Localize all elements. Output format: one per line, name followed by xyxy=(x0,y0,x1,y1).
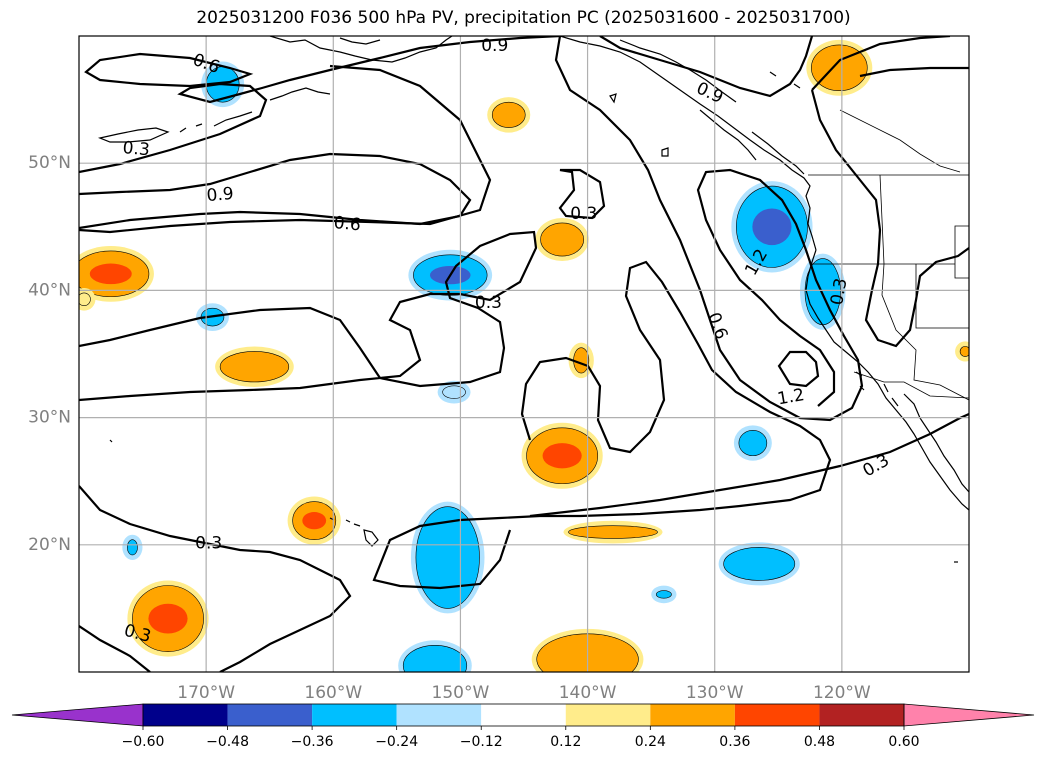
colorbar-segment xyxy=(143,704,228,726)
gridlines xyxy=(79,36,969,672)
precip-blob xyxy=(955,341,969,362)
precip-blob xyxy=(287,496,341,545)
contour-line xyxy=(79,36,561,174)
contour-line xyxy=(372,260,832,590)
colorbar-tick-label: −0.12 xyxy=(460,734,503,750)
latitude-labels: 50°N 40°N 30°N 20°N xyxy=(28,153,71,555)
contour-label: 0.3 xyxy=(195,534,222,554)
colorbar-tick-label: 0.48 xyxy=(804,734,835,750)
contour-label: 0.3 xyxy=(475,293,502,313)
contour-line xyxy=(859,66,969,78)
longitude-label: 160°W xyxy=(304,683,362,703)
contour-label: 0.3 xyxy=(827,277,851,307)
contour-line xyxy=(811,36,951,91)
longitude-label: 120°W xyxy=(813,683,871,703)
precip-blob xyxy=(487,97,531,133)
contour-label: 1.2 xyxy=(776,385,806,409)
latitude-label: 20°N xyxy=(28,535,71,555)
colorbar-tick-label: 0.24 xyxy=(635,734,666,750)
longitude-label: 140°W xyxy=(559,683,617,703)
precip-blob xyxy=(215,346,294,387)
precip-blob xyxy=(521,422,603,489)
precip-blob xyxy=(127,580,209,657)
map-title: 2025031200 F036 500 hPa PV, precipitatio… xyxy=(196,8,851,28)
longitude-label: 130°W xyxy=(686,683,744,703)
colorbar-tick-label: −0.60 xyxy=(122,734,165,750)
colorbar-frame xyxy=(142,703,905,727)
precip-blob xyxy=(806,39,873,96)
pv-contours xyxy=(79,36,969,672)
precip-blob xyxy=(79,287,96,311)
contour-line xyxy=(554,36,864,422)
longitude-label: 150°W xyxy=(432,683,490,703)
latitude-label: 30°N xyxy=(28,408,71,428)
longitude-label: 170°W xyxy=(177,683,235,703)
precip-blob xyxy=(733,425,772,461)
coastline-hawaii xyxy=(329,517,379,547)
colorbar-segment xyxy=(396,704,482,726)
colorbar-segment xyxy=(227,704,313,726)
contour-line xyxy=(558,168,606,220)
colorbar: −0.60 −0.48 −0.36 −0.24 −0.12 0.12 0.24 0.36 0.4… xyxy=(11,703,1035,750)
colorbar-segment xyxy=(312,704,397,726)
colorbar-tick-label: −0.36 xyxy=(291,734,334,750)
contour-line xyxy=(79,485,352,672)
contour-line xyxy=(79,230,538,402)
longitude-labels: 170°W 160°W 150°W 140°W 130°W 120°W xyxy=(177,683,871,703)
precip-blob xyxy=(563,520,663,544)
latitude-label: 40°N xyxy=(28,280,71,300)
colorbar-segment xyxy=(734,704,820,726)
contour-line xyxy=(79,152,472,230)
precip-blob xyxy=(731,181,813,273)
colorbar-extend-high xyxy=(903,703,1035,727)
colorbar-tick-label: 0.12 xyxy=(550,734,581,750)
precip-blob xyxy=(535,217,589,262)
precip-blob xyxy=(651,585,677,604)
contour-label: 0.6 xyxy=(703,310,731,342)
contour-line xyxy=(529,412,969,518)
precip-blob xyxy=(718,542,800,586)
colorbar-tick-label: −0.24 xyxy=(375,734,418,750)
colorbar-segment xyxy=(565,704,651,726)
precipitation-layer xyxy=(79,39,969,672)
contour-label: 0.3 xyxy=(570,204,597,224)
contour-line xyxy=(599,36,814,98)
map-frame xyxy=(78,35,970,673)
contour-label: 0.6 xyxy=(333,213,362,235)
precip-blob xyxy=(437,380,471,404)
precip-blob xyxy=(122,534,143,560)
colorbar-segment xyxy=(650,704,735,726)
contour-label: 0.3 xyxy=(859,451,892,482)
contour-line xyxy=(79,64,492,234)
contour-line xyxy=(79,625,151,672)
latitude-label: 50°N xyxy=(28,153,71,173)
coastline-bc xyxy=(559,36,817,251)
colorbar-tick-label: 0.36 xyxy=(719,734,750,750)
colorbar-extend-low xyxy=(11,703,144,727)
contour-label: 0.3 xyxy=(122,138,151,160)
colorbar-tick-label: 0.60 xyxy=(888,734,919,750)
colorbar-segment xyxy=(481,704,566,726)
precip-blob xyxy=(79,245,154,302)
colorbar-segment xyxy=(819,704,904,726)
contour-label: 0.9 xyxy=(206,184,235,206)
contour-line xyxy=(777,350,820,388)
coastline-alaska xyxy=(269,36,453,63)
precip-blob xyxy=(398,640,472,672)
coastline-aleutian-west xyxy=(97,127,170,143)
contour-line xyxy=(810,89,969,348)
borders xyxy=(808,109,969,401)
contour-label: 0.9 xyxy=(693,78,726,108)
colorbar-tick-label: −0.48 xyxy=(206,734,249,750)
contour-label: 0.9 xyxy=(481,36,508,56)
contour-line xyxy=(84,52,254,88)
